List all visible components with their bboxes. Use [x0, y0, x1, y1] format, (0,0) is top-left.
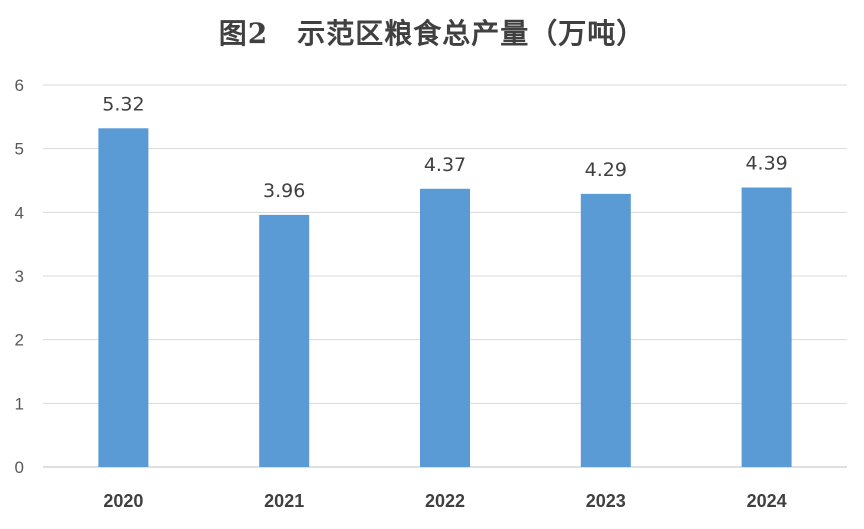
data-label: 4.29: [585, 159, 627, 181]
y-tick-label: 6: [15, 76, 24, 95]
data-label: 5.32: [102, 93, 144, 115]
x-tick-label: 2024: [747, 491, 787, 511]
data-label: 4.37: [424, 154, 466, 176]
x-tick-label: 2022: [425, 491, 465, 511]
bar: [741, 187, 792, 467]
data-label: 3.96: [263, 180, 305, 202]
chart-title: 图2 示范区粮食总产量（万吨）: [218, 17, 646, 50]
bar: [580, 193, 631, 467]
y-tick-label: 4: [15, 203, 24, 222]
y-tick-label: 5: [15, 140, 24, 159]
x-tick-label: 2023: [586, 491, 626, 511]
y-tick-label: 1: [15, 394, 24, 413]
x-tick-label: 2021: [264, 491, 304, 511]
bar: [420, 188, 470, 467]
y-tick-label: 0: [15, 458, 24, 477]
data-label: 4.39: [745, 153, 787, 175]
bar: [98, 128, 149, 467]
y-tick-label: 2: [15, 331, 24, 350]
bar: [259, 214, 310, 467]
y-tick-label: 3: [15, 267, 24, 286]
x-tick-label: 2020: [103, 491, 143, 511]
